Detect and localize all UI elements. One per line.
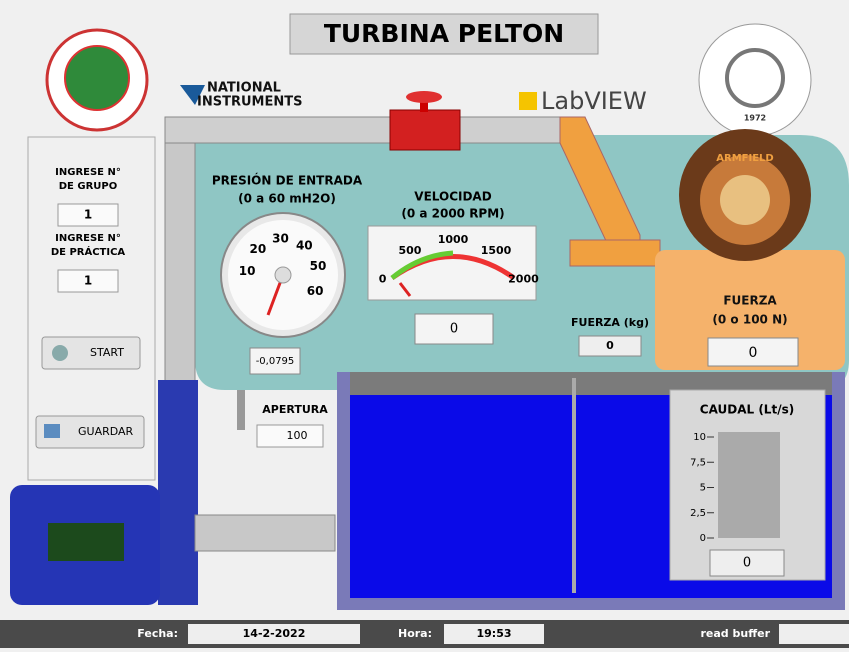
tank-divider <box>572 378 576 593</box>
date-value: 14-2-2022 <box>243 627 306 640</box>
pipe-horizontal <box>165 117 585 143</box>
pressure-title: PRESIÓN DE ENTRADA <box>212 173 363 188</box>
pump-body <box>158 380 198 605</box>
group-value: 1 <box>84 208 92 222</box>
practice-value: 1 <box>84 274 92 288</box>
force-range: (0 o 100 N) <box>712 313 787 327</box>
time-value: 19:53 <box>476 627 511 640</box>
pressure-tick-label: 60 <box>307 284 324 298</box>
flow-value: 0 <box>743 556 751 571</box>
velocity-value: 0 <box>450 322 458 337</box>
labview-text: LabVIEW <box>541 87 647 115</box>
buffer-label: read buffer <box>700 627 770 640</box>
valve <box>390 110 460 150</box>
flow-tick-label: 10 <box>693 432 706 443</box>
espoch-logo-inner <box>65 46 129 110</box>
opening-valve <box>237 390 245 430</box>
start-label: START <box>90 346 124 359</box>
flow-title: CAUDAL (Lt/s) <box>700 403 794 417</box>
start-icon <box>52 345 68 361</box>
turbine-hub <box>720 175 770 225</box>
armfield-text: ARMFIELD <box>716 153 773 164</box>
pressure-value: -0,0795 <box>256 356 295 367</box>
flow-tank <box>718 432 780 538</box>
labview-icon <box>519 92 537 110</box>
pipe-orange-inlet <box>570 240 660 266</box>
velocity-tick-label: 1500 <box>481 244 512 257</box>
date-label: Fecha: <box>137 627 178 640</box>
pressure-range: (0 a 60 mH2O) <box>238 192 336 206</box>
force-title: FUERZA <box>723 294 777 308</box>
pressure-tick-label: 30 <box>272 232 289 246</box>
velocity-tick-label: 2000 <box>508 272 539 285</box>
opening-value: 100 <box>287 429 308 442</box>
pressure-tick-label: 50 <box>310 259 327 273</box>
practice-label: DE PRÁCTICA <box>51 245 126 258</box>
title: TURBINA PELTON <box>324 19 564 48</box>
motor-plate <box>48 523 124 561</box>
pressure-tick-label: 40 <box>296 238 313 252</box>
pressure-tick-label: 10 <box>239 264 256 278</box>
valve-handle <box>406 91 442 103</box>
flow-tick-label: 7,5 <box>690 457 706 468</box>
velocity-range: (0 a 2000 RPM) <box>401 207 504 221</box>
save-icon <box>44 424 60 438</box>
outlet-pipe <box>195 515 335 551</box>
group-label: INGRESE N° <box>55 167 121 178</box>
opening-label: APERTURA <box>262 403 328 416</box>
flow-tick-label: 2,5 <box>690 508 706 519</box>
ni-text: NATIONAL <box>207 81 281 96</box>
ni-text: INSTRUMENTS <box>197 95 302 110</box>
velocity-title: VELOCIDAD <box>414 190 491 204</box>
force-kg-value: 0 <box>606 339 614 352</box>
front-panel: TURBINA PELTON 1972 NATIONAL INSTRUMENTS… <box>0 0 849 648</box>
save-label: GUARDAR <box>78 425 134 438</box>
faculty-year: 1972 <box>744 114 766 123</box>
practice-label: INGRESE N° <box>55 233 121 244</box>
velocity-tick-label: 500 <box>398 244 421 257</box>
time-label: Hora: <box>398 627 432 640</box>
velocity-tick-label: 0 <box>379 272 387 285</box>
force-kg-label: FUERZA (kg) <box>571 316 649 329</box>
pressure-tick-label: 20 <box>249 242 266 256</box>
flow-tick-label: 0 <box>700 533 706 544</box>
flow-tick-label: 5 <box>700 483 706 494</box>
pressure-pivot <box>275 267 291 283</box>
buffer-box <box>779 624 849 644</box>
group-label: DE GRUPO <box>59 181 117 192</box>
force-value: 0 <box>749 345 758 361</box>
velocity-tick-label: 1000 <box>438 233 469 246</box>
